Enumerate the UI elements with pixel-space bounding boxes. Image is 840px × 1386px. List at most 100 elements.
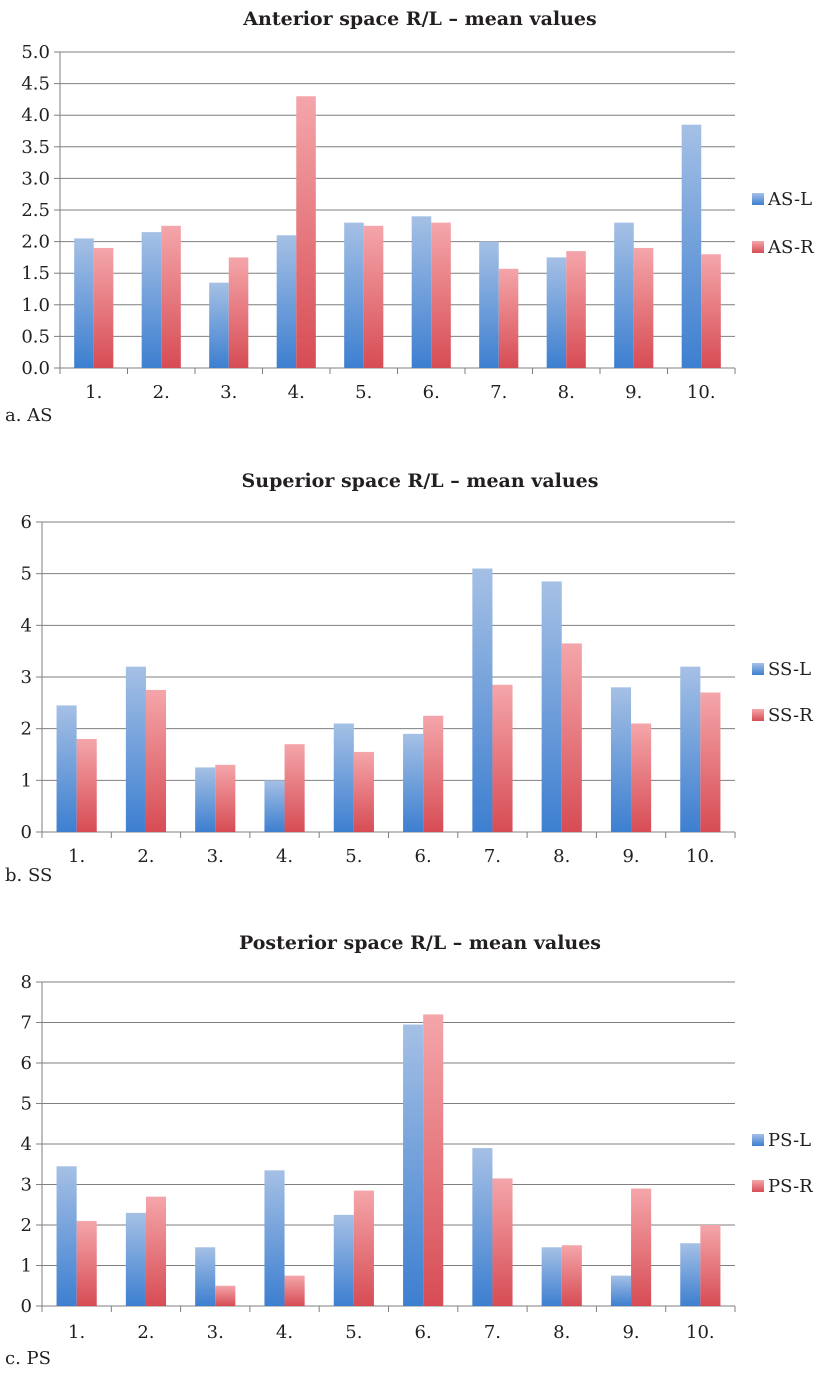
x-tick-label: 4.: [276, 1322, 293, 1343]
bar-ps-r: [423, 1014, 444, 1306]
legend-swatch: [752, 1134, 764, 1146]
chart-superior-space: 0 1 2 3 4 5 6 1. 2. 3. 4. 5. 6. 7. 8. 9. 10. SS-L SS-R: [21, 512, 814, 867]
bar-as-r: [431, 222, 451, 368]
bar-ps-r: [215, 1285, 236, 1306]
bar-ps-l: [333, 1214, 354, 1306]
y-tick-label: 0: [21, 1296, 32, 1317]
chart-title: Posterior space R/L – mean values: [238, 932, 602, 954]
bar-ss-r: [353, 751, 374, 832]
bar-ps-r: [145, 1196, 167, 1306]
x-tick-label: 1.: [68, 1322, 85, 1343]
bar-ps-r: [76, 1220, 97, 1306]
x-tick-label: 7.: [490, 382, 507, 403]
bar-ss-l: [610, 687, 632, 832]
y-tick-label: 5: [21, 1094, 32, 1115]
x-tick-label: 10.: [686, 1322, 715, 1343]
x-tick-label: 8.: [553, 1322, 570, 1343]
x-tick-label: 6.: [415, 1322, 432, 1343]
x-tick-label: 5.: [345, 846, 362, 867]
y-tick-label: 6: [21, 512, 32, 533]
bar-ps-l: [472, 1148, 493, 1306]
y-tick-label: 2: [21, 719, 32, 740]
bar-ps-l: [403, 1024, 424, 1306]
bar-as-r: [363, 225, 384, 368]
bar-as-r: [566, 251, 586, 368]
legend-swatch: [752, 709, 764, 721]
bar-ps-l: [264, 1170, 285, 1306]
x-tick-label: 4.: [288, 382, 305, 403]
x-tick-label: 9.: [622, 1322, 639, 1343]
figure-caption: c. PS: [5, 1348, 51, 1369]
y-tick-label: 7: [21, 1013, 32, 1034]
legend-swatch: [752, 1180, 764, 1192]
bar-as-l: [614, 222, 634, 368]
y-tick-label: 0.5: [21, 326, 50, 347]
legend-label: AS-L: [767, 189, 812, 210]
bar-as-r: [701, 254, 721, 368]
y-tick-label: 3: [21, 667, 32, 688]
y-tick-label: 2.5: [21, 200, 50, 221]
x-tick-label: 4.: [276, 846, 293, 867]
bar-as-r: [161, 225, 181, 368]
bar-ss-l: [541, 581, 562, 832]
y-tick-label: 2.0: [21, 232, 50, 253]
bar-ps-l: [195, 1247, 216, 1306]
chart-title: Superior space R/L – mean values: [241, 470, 599, 492]
x-tick-label: 3.: [207, 846, 224, 867]
y-tick-label: 0: [21, 822, 32, 843]
legend-label: AS-R: [767, 237, 814, 258]
x-tick-label: 5.: [345, 1322, 362, 1343]
bar-ps-l: [541, 1247, 562, 1306]
y-tick-label: 4: [21, 615, 32, 636]
chart-anterior-space: 0.0 0.5 1.0 1.5 2.0 2.5 3.0 3.5 4.0 4.5 5.0 1. 2. 3. 4…: [21, 42, 814, 403]
x-tick-label: 3.: [220, 382, 237, 403]
x-tick-label: 2.: [137, 1322, 154, 1343]
chart-posterior-space: 0 1 2 3 4 5 6 7 8 1. 2. 3. 4. 5. 6. 7. 8. 9. 10. PS-L PS-R: [21, 972, 814, 1343]
bar-ps-r: [353, 1190, 374, 1306]
x-tick-label: 9.: [622, 846, 639, 867]
legend-label: PS-R: [768, 1176, 813, 1197]
y-tick-label: 4.0: [21, 105, 50, 126]
chart-panel-superior: Superior space R/L – mean values 0 1 2 3 4 5 6…: [0, 462, 840, 922]
x-tick-label: 7.: [484, 1322, 501, 1343]
bar-as-l: [209, 282, 229, 368]
figure-caption: b. SS: [5, 865, 53, 886]
legend-swatch: [752, 663, 764, 675]
y-tick-label: 5: [21, 564, 32, 585]
bar-ss-r: [492, 684, 513, 832]
bar-ss-r: [145, 689, 167, 832]
bar-ss-l: [333, 723, 354, 832]
y-tick-label: 6: [21, 1053, 32, 1074]
bar-ps-r: [561, 1245, 582, 1306]
y-tick-label: 3: [21, 1175, 32, 1196]
bar-as-l: [276, 235, 297, 368]
y-tick-label: 3.0: [21, 168, 50, 189]
y-tick-label: 4.5: [21, 74, 50, 95]
bar-ps-r: [631, 1188, 652, 1306]
x-tick-label: 6.: [423, 382, 440, 403]
y-tick-label: 1.5: [21, 263, 50, 284]
legend-swatch: [752, 241, 764, 253]
bar-as-l: [141, 232, 162, 368]
bar-ps-l: [56, 1166, 77, 1306]
bar-ps-l: [610, 1275, 632, 1306]
bar-ss-l: [472, 568, 493, 832]
bar-as-l: [74, 238, 94, 368]
y-tick-label: 2: [21, 1215, 32, 1236]
legend-swatch: [752, 193, 764, 205]
x-tick-label: 1.: [85, 382, 102, 403]
x-tick-label: 1.: [68, 846, 85, 867]
bar-ss-r: [284, 744, 305, 832]
bar-ss-r: [631, 723, 652, 832]
bar-as-l: [411, 216, 432, 368]
bar-ps-r: [700, 1225, 721, 1306]
bar-ss-l: [403, 733, 424, 832]
bar-ss-r: [76, 739, 97, 832]
legend-label: SS-R: [768, 705, 813, 726]
y-tick-label: 3.5: [21, 137, 50, 158]
bar-as-r: [498, 268, 519, 368]
bar-ps-r: [284, 1275, 305, 1306]
legend-label: PS-L: [768, 1130, 811, 1151]
chart-panel-posterior: Posterior space R/L – mean values 0 1 2 3 4 5…: [0, 924, 840, 1386]
bar-ss-r: [700, 692, 721, 832]
